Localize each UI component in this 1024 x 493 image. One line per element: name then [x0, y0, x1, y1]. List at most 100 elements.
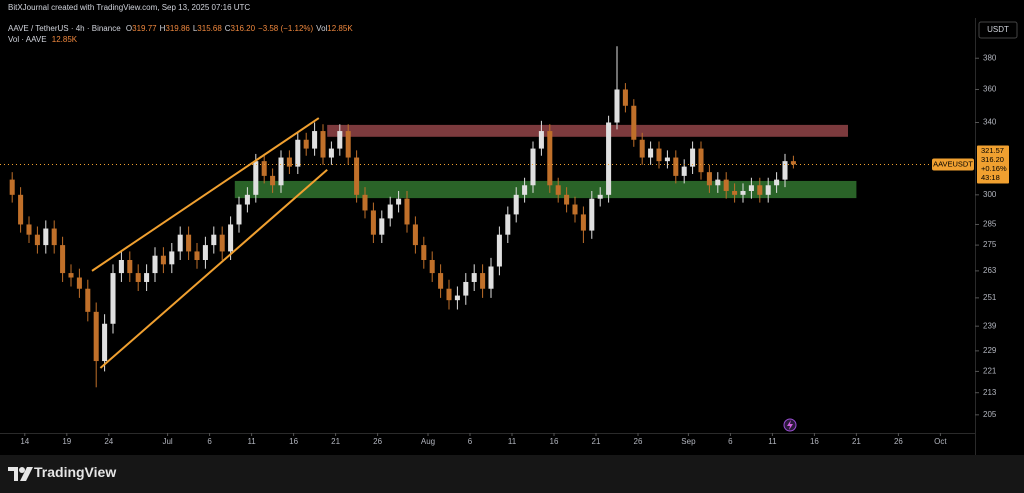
x-tick-label: 6: [207, 437, 212, 446]
x-tick-label: 24: [104, 437, 113, 446]
candle-body: [564, 194, 570, 205]
x-tick-label: 26: [634, 437, 643, 446]
ohlc-key: C: [224, 24, 231, 33]
candle-body: [774, 179, 780, 186]
candle-body: [765, 185, 771, 195]
zone: [234, 180, 857, 199]
candle-body: [496, 234, 502, 267]
candle-body: [589, 198, 595, 231]
candle-body: [135, 273, 141, 282]
candle-body: [345, 131, 351, 158]
candle-body: [370, 210, 376, 235]
candle-body: [60, 245, 66, 274]
candle-body: [715, 179, 721, 186]
chart: USDT 380 360 340 300 285 275 263 251 239 229 221 21…: [0, 18, 1018, 455]
volume-value: 12.85K: [51, 35, 78, 44]
candle-body: [295, 139, 301, 167]
change: −3.58 (−1.12%): [258, 24, 314, 33]
candle-body: [102, 323, 108, 362]
candle-body: [698, 148, 704, 173]
x-tick-label: 16: [550, 437, 559, 446]
ticker-tag: [932, 158, 974, 171]
y-tick-label: 285: [983, 220, 997, 229]
y-tick-label: 205: [983, 410, 997, 419]
symbol: AAVE / TetherUS · 4h · Binance: [8, 24, 121, 33]
x-tick-label: 21: [592, 437, 601, 446]
candle-body: [631, 105, 637, 140]
y-tick-label: 263: [983, 266, 997, 275]
candle-body: [152, 255, 158, 274]
candle-body: [547, 131, 553, 186]
candle-body: [328, 148, 334, 158]
volume-value: 12.85K: [327, 24, 353, 33]
trendline: [99, 169, 328, 369]
alert-icon-bolt: [787, 420, 793, 430]
ohlc-key: H: [159, 24, 166, 33]
candle-body: [471, 273, 477, 282]
ohlc-key: L: [192, 24, 198, 33]
candle-body: [454, 295, 460, 301]
candle-body: [606, 122, 612, 195]
candle-body: [522, 185, 528, 195]
candle-body: [505, 214, 511, 235]
legend: AAVE / TetherUS · 4h · Binance O319.77 H3…: [8, 24, 356, 33]
x-tick-label: 26: [894, 437, 903, 446]
candle-body: [270, 175, 276, 186]
y-tick-label: 221: [983, 367, 997, 376]
candle-body: [18, 194, 24, 225]
candle-body: [169, 251, 175, 265]
y-tick-label: 340: [983, 118, 997, 127]
candle-body: [412, 224, 418, 246]
price-box-text: +0.16%: [981, 164, 1007, 173]
candle-body: [236, 204, 242, 225]
x-tick-label: Jul: [162, 437, 172, 446]
x-tick-label: Sep: [681, 437, 696, 446]
trendline: [91, 117, 320, 272]
currency-button[interactable]: [978, 21, 1018, 39]
candle-body: [690, 148, 696, 167]
zone: [327, 124, 848, 137]
candle-body: [421, 245, 427, 260]
volume-legend: Vol · AAVE 12.85K: [8, 35, 80, 44]
candle-body: [681, 166, 687, 176]
candle-body: [118, 259, 124, 274]
candle-body: [572, 204, 578, 215]
candle-body: [68, 273, 74, 278]
candle-body: [34, 234, 40, 246]
candle-body: [337, 131, 343, 149]
candle-body: [303, 139, 309, 149]
candle-body: [26, 224, 32, 235]
candle-body: [555, 185, 561, 195]
ohlc-value: 315.68: [197, 24, 222, 33]
credit: BitXJournal created with TradingView.com…: [8, 3, 251, 12]
candle-body: [354, 157, 360, 195]
candle-body: [480, 273, 486, 289]
y-tick-label: 360: [983, 85, 997, 94]
currency-label: USDT: [987, 25, 1009, 34]
y-tick-label: 380: [983, 53, 997, 62]
ohlc-value: 319.86: [165, 24, 190, 33]
candle-body: [51, 228, 57, 246]
candle-body: [614, 89, 620, 123]
candle-body: [530, 148, 536, 186]
ohlc-value: 316.20: [230, 24, 256, 33]
ticker-label: AAVEUSDT: [933, 159, 973, 168]
candle-body: [219, 234, 225, 252]
candle-body: [110, 273, 116, 324]
candle-body: [177, 234, 183, 252]
candle-body: [362, 194, 368, 211]
candle-body: [648, 148, 654, 158]
x-tick-label: 6: [728, 437, 733, 446]
price-box-text: 316.20: [981, 155, 1004, 164]
candle-body: [93, 311, 99, 362]
x-tick-label: 11: [247, 437, 256, 446]
ohlc-value: 319.77: [132, 24, 157, 33]
y-tick-label: 229: [983, 346, 997, 355]
brand-name: TradingView: [34, 464, 117, 480]
x-tick-label: 26: [373, 437, 382, 446]
x-tick-label: 21: [331, 437, 340, 446]
price-box-text: 321.57: [981, 146, 1004, 155]
candle-body: [740, 190, 746, 195]
candle-body: [673, 157, 679, 176]
x-tick-label: 11: [508, 437, 517, 446]
